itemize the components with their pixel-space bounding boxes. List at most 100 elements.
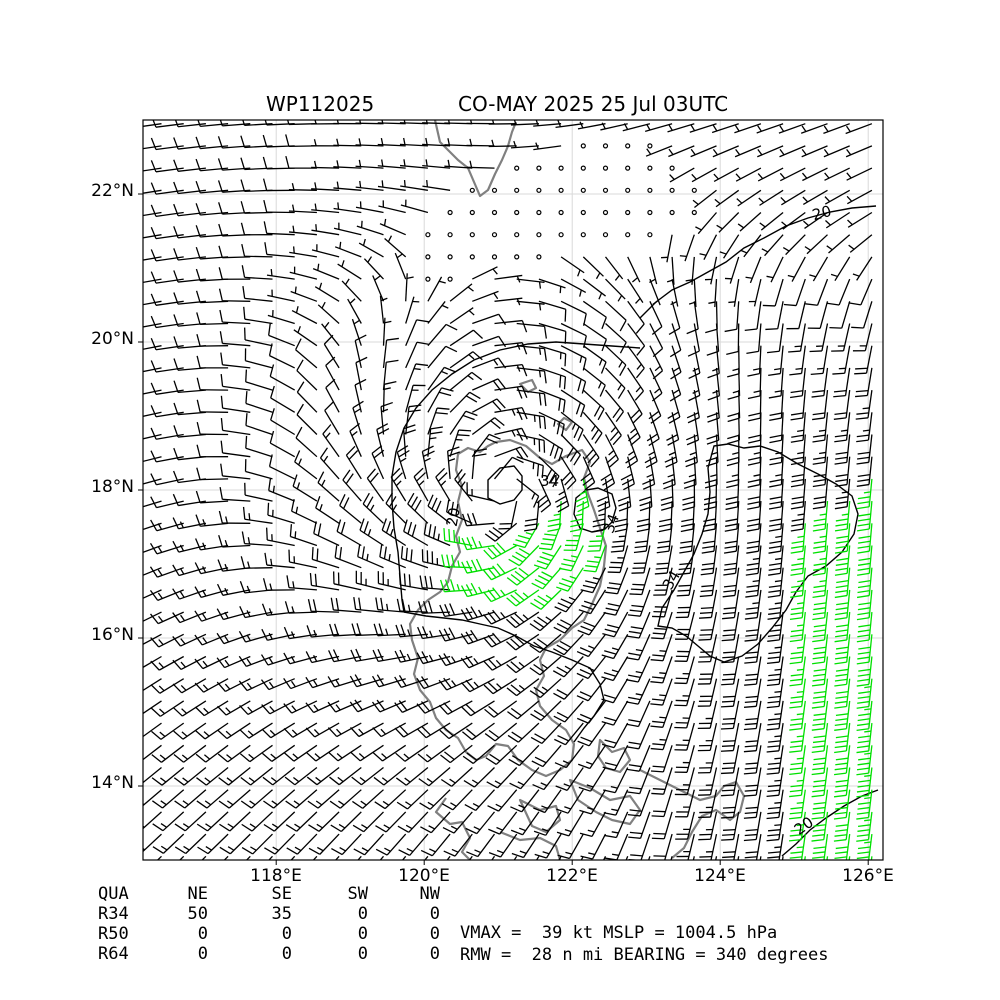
lat-tick-label: 16°N: [91, 625, 134, 645]
wind-barb: [196, 766, 229, 786]
wind-barb: [352, 811, 384, 833]
wind-barb: [150, 633, 184, 648]
wind-barb: [691, 209, 697, 216]
wind-barb: [514, 254, 520, 260]
wind-barb: [241, 265, 273, 280]
lat-tick-label: 22°N: [91, 181, 134, 201]
masbate-coast: [518, 798, 562, 834]
wind-barb: [438, 653, 473, 667]
wind-barb: [217, 744, 251, 763]
wind-barb: [195, 203, 229, 216]
wind-barb: [626, 611, 651, 639]
radii-cell: 0: [429, 944, 440, 964]
wind-barb: [421, 549, 451, 569]
contour-label: 34: [600, 512, 623, 536]
wind-barb: [483, 655, 518, 671]
wind-barb: [355, 570, 384, 591]
wind-barb: [645, 145, 673, 157]
wind-barb: [356, 220, 384, 236]
wind-barb: [435, 467, 451, 502]
wind-barb: [856, 678, 873, 709]
wind-barb: [395, 766, 429, 786]
wind-barb: [261, 700, 295, 715]
wind-barb: [173, 226, 206, 239]
wind-barb: [579, 811, 607, 838]
wind-barb: [536, 209, 542, 216]
wind-barb: [834, 434, 851, 465]
wind-barb: [758, 189, 784, 206]
wind-barb: [743, 700, 762, 731]
wind-barb: [811, 723, 829, 754]
wind-barb: [669, 367, 682, 402]
wind-barb: [469, 254, 475, 260]
wind-barb: [462, 744, 495, 764]
wind-barb: [605, 323, 627, 354]
wind-barb: [418, 767, 451, 787]
wind-barb: [855, 390, 873, 420]
wind-barb: [488, 120, 517, 125]
wind-barb: [811, 811, 829, 842]
wind-barb: [264, 120, 295, 126]
wind-barb: [625, 165, 631, 171]
wind-barb: [852, 256, 873, 281]
contour-label: 34: [659, 567, 684, 593]
wind-barb: [723, 545, 740, 576]
wind-barb: [149, 542, 184, 555]
wind-barb: [449, 429, 472, 457]
wind-barb: [538, 456, 560, 488]
wind-barb: [604, 811, 629, 839]
wind-barb: [510, 140, 539, 149]
wind-barb: [713, 167, 740, 183]
wind-barb: [781, 856, 784, 860]
wind-barb: [266, 527, 295, 547]
wind-barb: [802, 189, 828, 205]
wind-barb: [538, 523, 562, 551]
wind-barb: [627, 345, 645, 379]
wind-barb: [243, 306, 273, 325]
wind-barb: [306, 766, 340, 786]
wind-barb: [422, 159, 451, 169]
wind-barb: [800, 123, 828, 134]
wind-barb: [173, 744, 207, 763]
wind-barb: [627, 389, 643, 424]
wind-barb: [720, 700, 740, 730]
storm-info-title: CO-MAY 2025 25 Jul 03UTC: [458, 92, 729, 116]
wind-barb: [723, 523, 740, 554]
wind-barb: [291, 306, 318, 325]
wind-barb: [856, 767, 873, 798]
radii-cell: 0: [429, 904, 440, 924]
wind-barb: [726, 434, 740, 467]
wind-barb: [809, 323, 829, 353]
wind-barb: [579, 789, 607, 815]
radii-header-cell: NE: [187, 884, 208, 904]
wind-barb: [722, 833, 740, 860]
wind-barb: [173, 402, 206, 416]
wind-barb: [596, 478, 611, 512]
radii-header-cell: QUA: [98, 884, 129, 904]
wind-barb: [447, 209, 453, 216]
radii-header-cell: NW: [419, 884, 440, 904]
wind-barb: [394, 722, 429, 738]
wind-barb: [582, 367, 606, 397]
wind-barb: [856, 589, 873, 621]
wind-barb: [768, 478, 784, 510]
wind-barb: [856, 700, 873, 732]
wind-barb: [372, 722, 407, 738]
wind-barb: [354, 378, 367, 413]
wind-barb: [219, 487, 251, 502]
wind-barb: [744, 833, 762, 860]
wind-barb: [601, 722, 629, 749]
wind-barb: [721, 678, 740, 708]
wind-barb: [766, 634, 784, 665]
wind-barb: [483, 542, 518, 560]
wind-barbs: [143, 120, 873, 860]
wind-barb: [483, 632, 517, 648]
wind-barb: [263, 199, 295, 214]
wind-barb: [580, 165, 586, 171]
wind-barb: [398, 572, 429, 591]
wind-barb: [677, 545, 695, 576]
wind-barb: [421, 445, 435, 480]
wind-barb: [699, 589, 718, 619]
wind-barb: [396, 598, 428, 613]
wind-barb: [289, 266, 318, 280]
